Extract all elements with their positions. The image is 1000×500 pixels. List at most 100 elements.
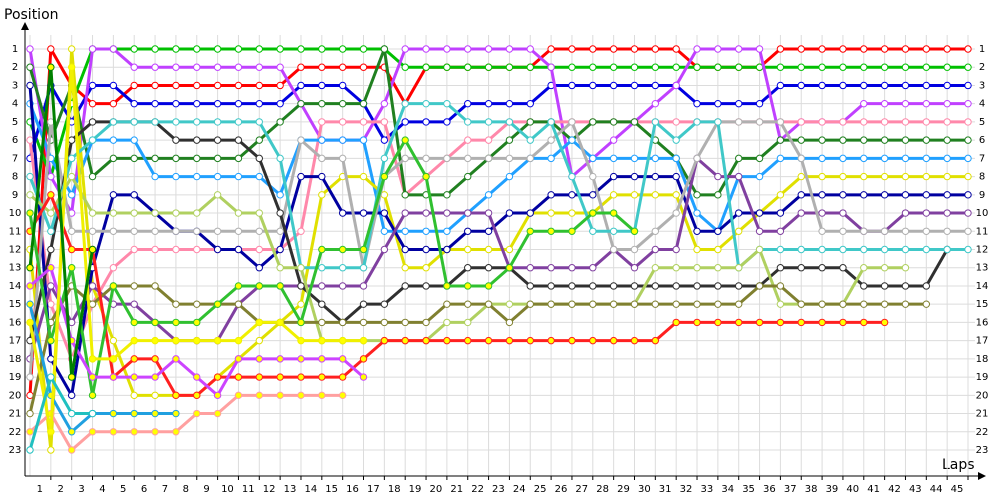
- marker: [609, 209, 618, 217]
- marker: [193, 391, 201, 400]
- marker: [130, 209, 138, 217]
- marker: [505, 245, 514, 254]
- marker: [526, 45, 534, 53]
- marker: [651, 336, 660, 345]
- marker: [255, 264, 263, 272]
- marker: [547, 264, 555, 272]
- marker: [213, 409, 222, 418]
- marker: [755, 154, 764, 163]
- marker: [672, 172, 680, 181]
- marker: [318, 191, 326, 199]
- marker: [26, 172, 34, 181]
- marker: [964, 172, 972, 181]
- y-tick-label: 5: [12, 117, 18, 128]
- marker: [318, 99, 326, 108]
- marker: [109, 154, 118, 163]
- marker: [47, 191, 55, 199]
- marker: [776, 209, 785, 217]
- marker: [609, 191, 618, 199]
- marker: [109, 191, 118, 199]
- marker: [922, 191, 931, 199]
- y-tick-label: 7: [12, 153, 18, 164]
- marker: [130, 191, 138, 199]
- marker: [297, 45, 305, 53]
- marker: [484, 99, 493, 108]
- marker: [255, 373, 263, 381]
- marker: [589, 118, 597, 126]
- marker: [922, 63, 931, 71]
- y-tick-label-right: 17: [976, 336, 989, 347]
- marker: [964, 209, 972, 217]
- marker: [67, 63, 76, 71]
- series: [26, 81, 972, 163]
- x-tick-label: 8: [183, 484, 189, 495]
- marker: [505, 172, 514, 181]
- marker: [776, 154, 785, 163]
- marker: [568, 45, 576, 53]
- marker: [964, 45, 972, 53]
- marker: [880, 318, 889, 327]
- marker: [922, 172, 931, 181]
- marker: [901, 282, 910, 290]
- marker: [672, 136, 680, 144]
- marker: [401, 209, 409, 217]
- marker: [484, 264, 493, 272]
- marker: [505, 45, 514, 53]
- marker: [735, 63, 743, 71]
- marker: [338, 264, 347, 272]
- x-tick-label: 26: [555, 484, 568, 495]
- marker: [47, 264, 55, 272]
- marker: [109, 336, 118, 345]
- series: [26, 136, 639, 400]
- x-tick-label: 13: [284, 484, 297, 495]
- marker: [338, 99, 347, 108]
- marker: [255, 81, 263, 90]
- marker: [860, 300, 868, 308]
- marker: [151, 409, 159, 418]
- marker: [901, 136, 910, 144]
- marker: [338, 154, 347, 163]
- marker: [443, 282, 451, 290]
- marker: [776, 245, 785, 254]
- marker: [735, 227, 743, 235]
- marker: [318, 63, 326, 71]
- marker: [276, 245, 284, 254]
- marker: [818, 154, 826, 163]
- marker: [568, 264, 576, 272]
- marker: [547, 336, 555, 345]
- marker: [234, 81, 243, 90]
- y-tick-label: 19: [9, 372, 22, 383]
- marker: [276, 282, 284, 290]
- series: [26, 63, 368, 436]
- y-tick-label: 21: [9, 409, 22, 420]
- marker: [193, 209, 201, 217]
- series-line: [28, 47, 968, 179]
- marker: [714, 118, 722, 126]
- marker: [213, 45, 222, 53]
- marker: [26, 300, 34, 308]
- marker: [901, 227, 910, 235]
- marker: [172, 391, 180, 400]
- marker: [213, 118, 222, 126]
- marker: [693, 318, 701, 327]
- x-tick-label: 35: [742, 484, 755, 495]
- marker: [318, 355, 326, 363]
- marker: [401, 63, 409, 71]
- marker: [359, 355, 368, 363]
- marker: [672, 81, 680, 90]
- marker: [67, 409, 76, 418]
- marker: [672, 191, 680, 199]
- y-tick-label-right: 19: [976, 372, 989, 383]
- marker: [547, 118, 555, 126]
- marker: [630, 300, 639, 308]
- marker: [568, 63, 576, 71]
- marker: [130, 154, 138, 163]
- marker: [943, 118, 951, 126]
- marker: [693, 191, 701, 199]
- y-tick-label-right: 23: [976, 445, 989, 456]
- marker: [67, 245, 76, 254]
- marker: [26, 264, 34, 272]
- marker: [151, 154, 159, 163]
- marker: [484, 245, 493, 254]
- marker: [422, 245, 430, 254]
